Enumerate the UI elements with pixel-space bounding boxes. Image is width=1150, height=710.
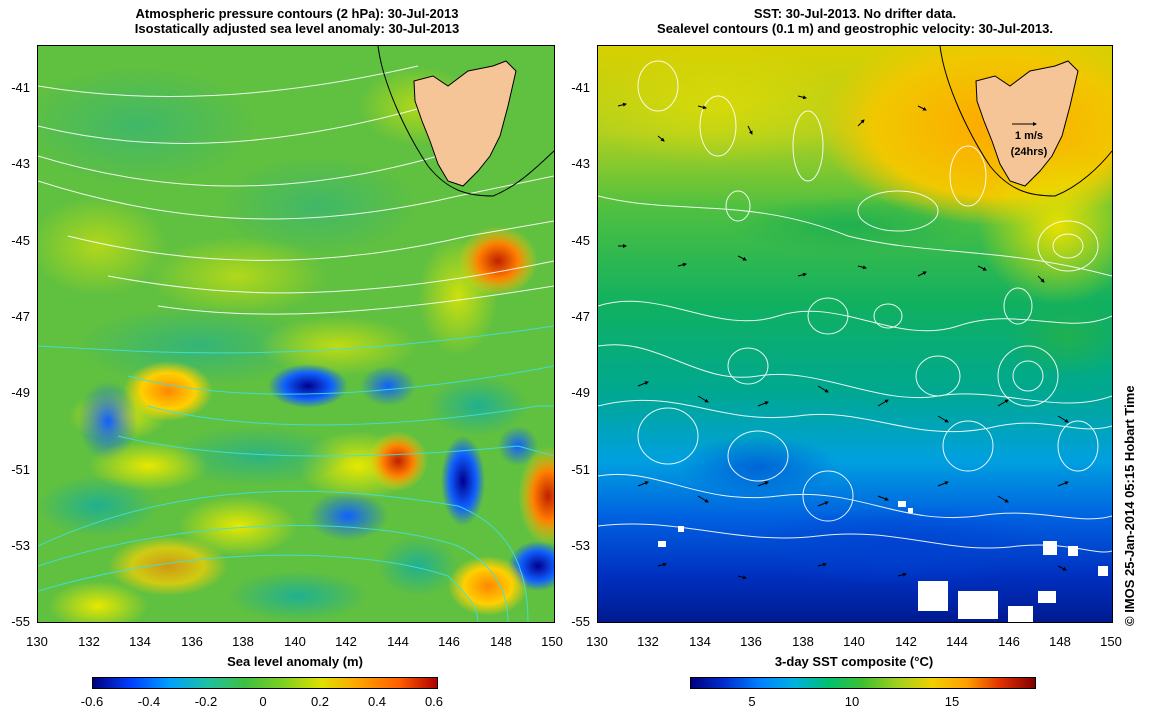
- left-xtick: 144: [387, 634, 409, 649]
- sla-map: [37, 45, 555, 623]
- sla-colorbar-tick: 0.6: [424, 694, 444, 709]
- left-title: Atmospheric pressure contours (2 hPa): 3…: [38, 6, 556, 36]
- left-ytick: -55: [11, 614, 30, 629]
- left-xtick: 148: [490, 634, 512, 649]
- velocity-legend: 1 m/s (24hrs): [1006, 128, 1052, 160]
- sst-colorbar-tick: 15: [944, 694, 960, 709]
- sealevel-contours: [598, 60, 1112, 553]
- sst-colorbar-tick: 5: [748, 694, 756, 709]
- left-ytick: -51: [11, 462, 30, 477]
- right-title-line2: Sealevel contours (0.1 m) and geostrophi…: [657, 21, 1053, 36]
- left-xtick: 138: [232, 634, 254, 649]
- sst-colorbar: [690, 677, 1036, 689]
- left-xtick: 130: [26, 634, 48, 649]
- left-xtick: 132: [78, 634, 100, 649]
- pressure-contours: [38, 65, 554, 315]
- right-ytick: -49: [571, 385, 590, 400]
- geostrophic-velocity-vectors: [617, 95, 1069, 580]
- right-xtick: 148: [1049, 634, 1071, 649]
- pressure-contours-cyan: [38, 325, 554, 622]
- right-title: SST: 30-Jul-2013. No drifter data. Seale…: [598, 6, 1112, 36]
- velocity-legend-value: 1 m/s: [1014, 130, 1044, 142]
- left-xtick: 134: [129, 634, 151, 649]
- sla-colorbar-tick: 0.2: [310, 694, 330, 709]
- right-xtick: 132: [637, 634, 659, 649]
- left-xtick: 142: [335, 634, 357, 649]
- left-xtick: 136: [181, 634, 203, 649]
- right-xtick: 130: [586, 634, 608, 649]
- right-xtick: 144: [946, 634, 968, 649]
- tasmania-land: [413, 60, 517, 187]
- left-ytick: -43: [11, 156, 30, 171]
- left-ytick: -41: [11, 80, 30, 95]
- right-ytick: -53: [571, 538, 590, 553]
- imos-credit: © IMOS 25-Jan-2014 05:15 Hobart Time: [1122, 385, 1137, 626]
- right-ytick: -51: [571, 462, 590, 477]
- right-xtick: 150: [1100, 634, 1122, 649]
- velocity-legend-time: (24hrs): [1010, 146, 1048, 158]
- left-xtick: 140: [284, 634, 306, 649]
- sla-colorbar-tick: -0.6: [80, 694, 104, 709]
- left-xtick: 146: [438, 634, 460, 649]
- sst-colorbar-tick: 10: [844, 694, 860, 709]
- left-title-line2: Isostatically adjusted sea level anomaly…: [134, 21, 460, 36]
- sla-colorbar-tick: -0.2: [194, 694, 218, 709]
- right-xtick: 142: [895, 634, 917, 649]
- left-xtick: 150: [541, 634, 563, 649]
- right-ytick: -45: [571, 233, 590, 248]
- sst-map: 1 m/s (24hrs): [597, 45, 1113, 623]
- sla-colorbar-tick: 0: [259, 694, 267, 709]
- sla-map-svg: [38, 46, 554, 622]
- right-ytick: -41: [571, 80, 590, 95]
- sla-colorbar-tick: -0.4: [137, 694, 161, 709]
- right-xtick: 134: [689, 634, 711, 649]
- left-title-line1: Atmospheric pressure contours (2 hPa): 3…: [135, 6, 459, 21]
- left-ytick: -49: [11, 385, 30, 400]
- cloud-gaps: [658, 501, 1108, 622]
- right-xtick: 136: [740, 634, 762, 649]
- sla-colorbar: [92, 677, 438, 689]
- right-xtick: 140: [843, 634, 865, 649]
- left-ytick: -45: [11, 233, 30, 248]
- right-xtick: 138: [792, 634, 814, 649]
- sla-colorbar-tick: 0.4: [367, 694, 387, 709]
- right-ytick: -55: [571, 614, 590, 629]
- right-xtick: 146: [998, 634, 1020, 649]
- left-x-label: Sea level anomaly (m): [227, 654, 363, 669]
- right-title-line1: SST: 30-Jul-2013. No drifter data.: [753, 6, 957, 21]
- left-ytick: -47: [11, 309, 30, 324]
- right-ytick: -47: [571, 309, 590, 324]
- right-ytick: -43: [571, 156, 590, 171]
- left-ytick: -53: [11, 538, 30, 553]
- right-x-label: 3-day SST composite (°C): [774, 654, 934, 669]
- sst-map-svg: [598, 46, 1112, 622]
